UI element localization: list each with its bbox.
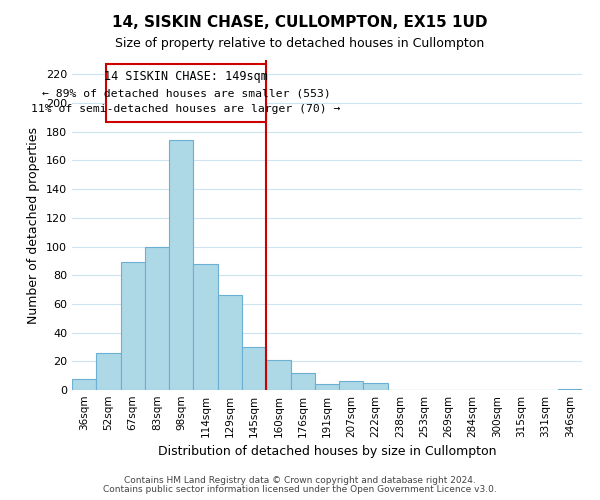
Bar: [96, 352, 121, 390]
Text: 11% of semi-detached houses are larger (70) →: 11% of semi-detached houses are larger (…: [31, 104, 341, 114]
Bar: [169, 140, 193, 390]
Text: 14, SISKIN CHASE, CULLOMPTON, EX15 1UD: 14, SISKIN CHASE, CULLOMPTON, EX15 1UD: [112, 15, 488, 30]
Bar: [193, 264, 218, 390]
Bar: [558, 388, 582, 390]
Y-axis label: Number of detached properties: Number of detached properties: [28, 126, 40, 324]
Bar: [339, 382, 364, 390]
Text: Contains HM Land Registry data © Crown copyright and database right 2024.: Contains HM Land Registry data © Crown c…: [124, 476, 476, 485]
Bar: [145, 246, 169, 390]
X-axis label: Distribution of detached houses by size in Cullompton: Distribution of detached houses by size …: [158, 446, 496, 458]
Text: ← 89% of detached houses are smaller (553): ← 89% of detached houses are smaller (55…: [42, 88, 331, 98]
Bar: [218, 296, 242, 390]
Bar: [242, 347, 266, 390]
Bar: [266, 360, 290, 390]
Bar: [121, 262, 145, 390]
Bar: [364, 383, 388, 390]
Text: 14 SISKIN CHASE: 149sqm: 14 SISKIN CHASE: 149sqm: [104, 70, 268, 84]
FancyBboxPatch shape: [106, 64, 266, 122]
Text: Contains public sector information licensed under the Open Government Licence v3: Contains public sector information licen…: [103, 485, 497, 494]
Bar: [315, 384, 339, 390]
Text: Size of property relative to detached houses in Cullompton: Size of property relative to detached ho…: [115, 38, 485, 51]
Bar: [290, 373, 315, 390]
Bar: [72, 378, 96, 390]
